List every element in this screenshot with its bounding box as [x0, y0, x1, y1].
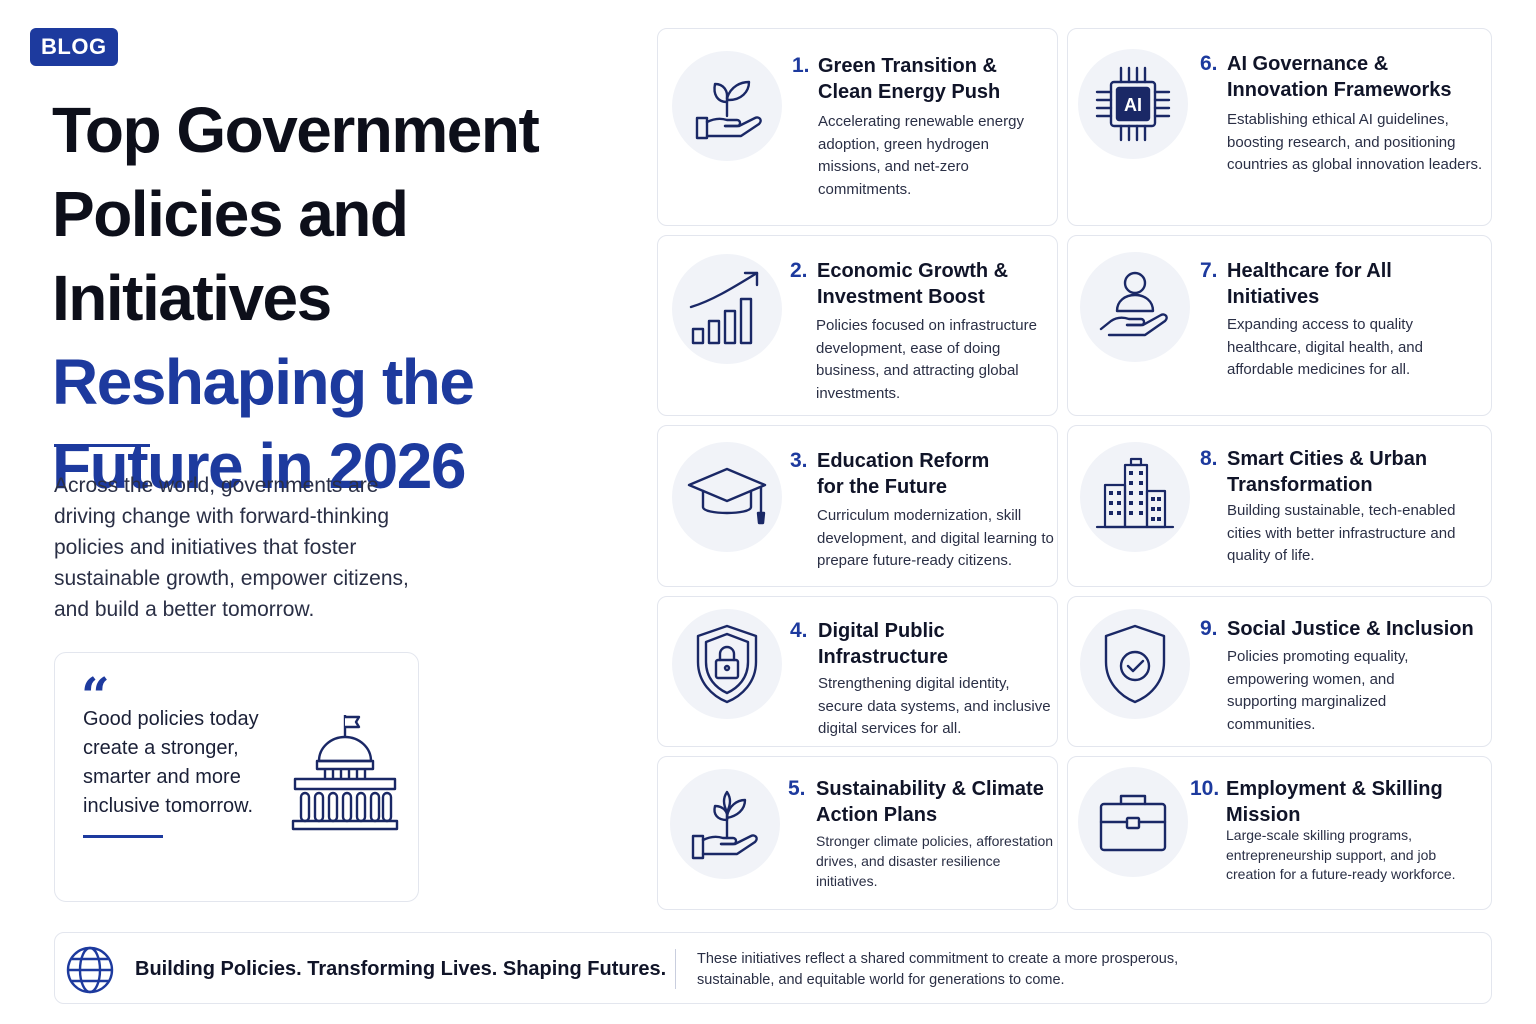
city-buildings-icon	[1080, 442, 1190, 552]
policy-card-6: AI 6. AI Governance & Innovation Framewo…	[1067, 28, 1492, 226]
quote-divider	[83, 835, 163, 838]
policy-description: Curriculum modernization, skill developm…	[817, 507, 1054, 569]
policy-title: Economic Growth & Investment Boost	[817, 260, 1009, 308]
quote-mark-icon: “	[81, 666, 110, 725]
policy-title: Digital Public Infrastructure	[818, 620, 949, 668]
hand-plant-icon	[670, 769, 780, 879]
policy-description: Expanding access to quality healthcare, …	[1227, 316, 1423, 378]
shield-check-icon	[1080, 609, 1190, 719]
title-divider	[54, 444, 150, 447]
quote-card: “ Good policies today create a stronger,…	[54, 652, 419, 902]
blog-badge: BLOG	[30, 28, 118, 66]
policy-description: Establishing ethical AI guidelines, boos…	[1227, 111, 1483, 173]
policy-number: 3.	[790, 449, 808, 472]
policy-number: 7.	[1200, 259, 1218, 282]
policy-number: 5.	[788, 777, 806, 800]
policy-card-9: 9. Social Justice & Inclusion Policies p…	[1067, 596, 1492, 747]
growth-chart-icon	[672, 254, 782, 364]
quote-text: Good policies today create a stronger, s…	[83, 708, 259, 817]
policy-description: Large-scale skilling programs, entrepren…	[1226, 827, 1456, 882]
policy-title: Education Reform for the Future	[817, 450, 990, 498]
policy-description: Accelerating renewable energy adoption, …	[818, 113, 1024, 198]
graduation-cap-icon	[672, 442, 782, 552]
policy-title: Healthcare for All Initiatives	[1227, 260, 1392, 308]
policy-description: Stronger climate policies, afforestation…	[816, 833, 1054, 889]
capitol-building-icon	[291, 715, 399, 831]
policy-card-10: 10. Employment & Skilling Mission Large-…	[1067, 756, 1492, 910]
policy-card-1: 1. Green Transition & Clean Energy Push …	[657, 28, 1058, 226]
hand-sprout-icon	[672, 51, 782, 161]
briefcase-icon	[1078, 767, 1188, 877]
policy-number: 10.	[1190, 777, 1220, 800]
policy-title: Employment & Skilling Mission	[1226, 778, 1443, 826]
policy-description: Building sustainable, tech-enabled citie…	[1227, 502, 1456, 564]
ai-chip-label: AI	[1124, 95, 1142, 115]
page-title: Top Government Policies and Initiatives …	[52, 88, 652, 508]
policy-title: Smart Cities & Urban Transformation	[1227, 448, 1428, 496]
globe-icon	[66, 946, 114, 994]
policy-description: Policies focused on infrastructure devel…	[816, 317, 1037, 402]
policy-card-4: 4. Digital Public Infrastructure Strengt…	[657, 596, 1058, 747]
policy-card-7: 7. Healthcare for All Initiatives Expand…	[1067, 235, 1492, 416]
policy-card-5: 5. Sustainability & Climate Action Plans…	[657, 756, 1058, 910]
policy-number: 6.	[1200, 52, 1218, 75]
footer-banner: Building Policies. Transforming Lives. S…	[54, 932, 1492, 1004]
policy-title: Sustainability & Climate Action Plans	[816, 778, 1044, 826]
intro-paragraph: Across the world, governments are drivin…	[54, 474, 409, 621]
policy-number: 9.	[1200, 617, 1218, 640]
policy-title: Green Transition & Clean Energy Push	[818, 55, 1001, 103]
footer-divider	[675, 949, 676, 989]
policy-number: 4.	[790, 619, 808, 642]
policy-card-8: 8. Smart Cities & Urban Transformation B…	[1067, 425, 1492, 587]
title-line-2: Policies and Initiatives	[52, 178, 409, 334]
title-line-3: Reshaping the	[52, 346, 475, 418]
policy-number: 2.	[790, 259, 808, 282]
hand-person-icon	[1080, 252, 1190, 362]
policy-card-3: 3. Education Reform for the Future Curri…	[657, 425, 1058, 587]
policy-number: 1.	[792, 54, 810, 77]
footer-tagline: Building Policies. Transforming Lives. S…	[135, 958, 667, 980]
policy-description: Strengthening digital identity, secure d…	[818, 675, 1051, 737]
policy-title: AI Governance & Innovation Frameworks	[1227, 53, 1452, 101]
footer-description: These initiatives reflect a shared commi…	[697, 951, 1179, 988]
policy-card-2: 2. Economic Growth & Investment Boost Po…	[657, 235, 1058, 416]
title-line-4: Future in 2026	[52, 430, 466, 502]
title-line-1: Top Government	[52, 94, 540, 166]
policy-description: Policies promoting equality, empowering …	[1227, 648, 1409, 733]
policy-title: Social Justice & Inclusion	[1227, 618, 1474, 640]
policy-number: 8.	[1200, 447, 1218, 470]
ai-chip-icon: AI	[1078, 49, 1188, 159]
shield-lock-icon	[672, 609, 782, 719]
